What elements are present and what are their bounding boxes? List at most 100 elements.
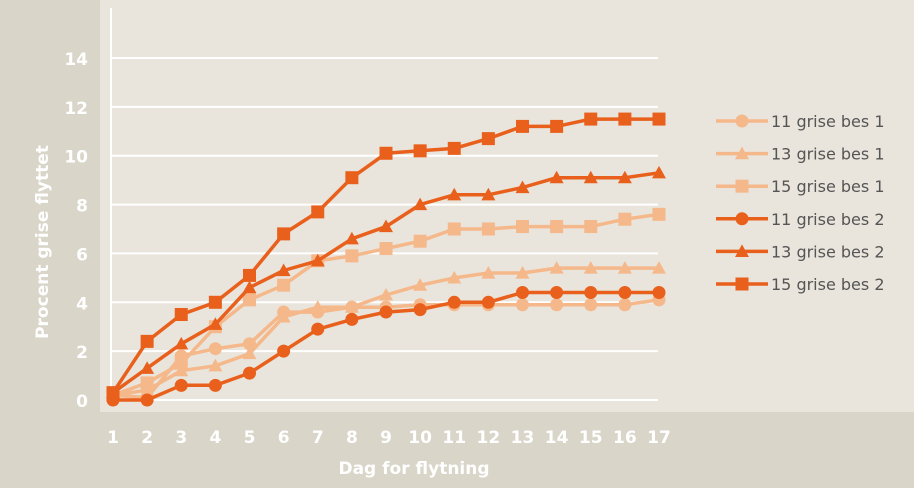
legend-label: 15 grise bes 2	[771, 275, 885, 294]
data-point	[140, 393, 154, 407]
legend-swatch-marker	[735, 114, 749, 128]
data-point	[174, 308, 188, 321]
data-point	[345, 249, 359, 263]
data-point	[242, 346, 257, 360]
data-point	[652, 207, 666, 221]
data-point	[618, 112, 632, 126]
data-point	[617, 261, 632, 274]
x-tick-label: 9	[380, 428, 392, 448]
data-point	[447, 270, 462, 284]
y-tick-label: 14	[64, 50, 88, 70]
data-point	[550, 298, 564, 312]
data-point	[618, 212, 632, 226]
data-point	[550, 119, 564, 133]
data-point	[516, 220, 529, 234]
data-point	[550, 220, 564, 234]
data-point	[345, 171, 359, 185]
data-point	[345, 312, 359, 326]
data-point	[310, 253, 325, 267]
label-panel-left	[8, 10, 100, 480]
y-tick-label: 4	[76, 294, 88, 314]
data-point	[276, 263, 291, 277]
legend: 11 grise bes 1 13 grise bes 1 15 grise bes…	[716, 112, 885, 294]
series-layer	[106, 112, 666, 407]
data-point	[550, 286, 564, 300]
x-tick-label: 15	[579, 428, 603, 448]
legend-label: 13 grise bes 1	[771, 145, 885, 164]
x-tick-label: 14	[545, 428, 569, 448]
data-point	[584, 286, 598, 300]
data-point	[140, 376, 154, 390]
data-point	[277, 344, 291, 358]
data-point	[515, 180, 530, 194]
data-point	[413, 197, 428, 211]
data-point	[311, 205, 325, 219]
data-point	[276, 309, 291, 323]
data-point	[617, 170, 632, 184]
legend-entry: 13 grise bes 1	[716, 145, 885, 164]
data-point	[652, 286, 666, 300]
data-point	[243, 366, 256, 380]
data-point	[208, 358, 223, 372]
x-tick-label: 10	[408, 428, 432, 448]
legend-entry: 11 grise bes 2	[716, 210, 885, 229]
y-tick-label: 10	[64, 148, 88, 168]
legend-swatch-marker	[735, 277, 749, 291]
legend-label: 13 grise bes 2	[771, 242, 885, 261]
x-tick-label: 6	[278, 428, 290, 448]
y-tick-label: 6	[76, 245, 88, 265]
y-tick-label: 12	[64, 99, 88, 119]
x-tick-label: 5	[244, 428, 256, 448]
data-point	[243, 293, 256, 307]
data-point	[652, 261, 666, 274]
data-point	[311, 322, 325, 336]
data-point	[584, 220, 598, 234]
data-point	[208, 317, 223, 330]
data-point	[652, 112, 666, 126]
legend-swatch-marker	[735, 244, 749, 257]
data-point	[447, 141, 461, 155]
series-4	[106, 286, 666, 407]
data-point	[174, 363, 189, 377]
x-tick-label: 16	[613, 428, 637, 448]
data-point	[413, 278, 428, 291]
data-point	[174, 336, 189, 350]
data-point	[549, 170, 564, 184]
data-point	[447, 187, 462, 201]
data-point	[379, 146, 393, 160]
series-5	[106, 165, 666, 399]
data-point	[413, 303, 427, 317]
data-point	[106, 386, 120, 400]
data-point	[174, 378, 188, 392]
data-point	[379, 287, 393, 301]
x-tick-label: 4	[209, 428, 221, 448]
data-point	[584, 112, 598, 126]
y-axis-label: Procent grise flyttet	[33, 145, 53, 339]
x-axis-label: Dag for flytning	[338, 459, 489, 479]
legend-label: 11 grise bes 1	[771, 112, 885, 131]
x-tick-label: 13	[511, 428, 535, 448]
data-point	[515, 265, 530, 279]
data-point	[208, 378, 222, 392]
data-point	[243, 268, 256, 282]
data-point	[140, 361, 155, 374]
data-point	[310, 300, 325, 313]
legend-swatch-marker	[735, 146, 749, 160]
data-point	[140, 334, 154, 348]
legend-label: 11 grise bes 2	[771, 210, 885, 229]
y-tick-label: 0	[76, 392, 88, 412]
data-point	[652, 165, 666, 179]
data-point	[481, 295, 495, 309]
data-point	[481, 187, 496, 201]
data-point	[549, 261, 564, 274]
data-point	[516, 119, 529, 133]
data-point	[208, 342, 222, 356]
legend-entry: 11 grise bes 1	[716, 112, 885, 131]
data-point	[208, 295, 222, 309]
data-point	[277, 227, 291, 241]
data-point	[413, 144, 427, 158]
data-point	[344, 300, 359, 313]
legend-entry: 13 grise bes 2	[716, 242, 885, 261]
data-point	[481, 132, 495, 146]
